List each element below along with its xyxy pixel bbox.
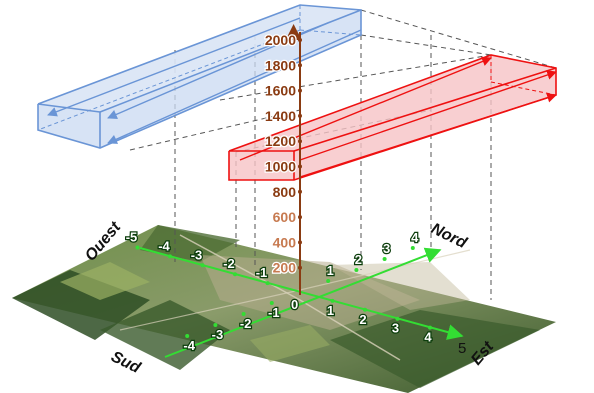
altitude-tick-label: 1200 — [265, 133, 296, 149]
west-east-tick-label: 3 — [392, 321, 399, 336]
altitude-tick-label: 800 — [273, 184, 297, 200]
south-north-tick-mark — [382, 257, 387, 261]
road — [179, 234, 401, 361]
altitude-tick-label: 200 — [273, 260, 297, 276]
south-north-tick-mark — [269, 301, 274, 305]
south-north-tick-label: 4 — [411, 230, 419, 245]
south-north-tick-label: -3 — [212, 327, 224, 342]
west-east-tick-mark — [428, 325, 432, 330]
altitude-tick-label: 1800 — [265, 57, 296, 73]
west-east-tick-label: -1 — [256, 265, 268, 280]
west-east-tick-mark — [330, 298, 335, 303]
altitude-tick-mark — [298, 63, 302, 68]
altitude-axis: 2000 1800 1600 1400 1200 1000 800 600 400 200 0 — [264, 24, 302, 313]
west-east-tick-labels: -5 -4 -3 -2 -1 1 2 3 4 — [124, 228, 433, 346]
west-east-tick-mark — [363, 307, 367, 312]
field-patch — [60, 262, 150, 300]
origin-label: 0 — [291, 297, 298, 312]
west-east-tick-label: -4 — [158, 238, 170, 253]
south-north-tick-mark — [326, 279, 331, 283]
west-east-tick-mark — [135, 245, 140, 250]
west-east-tick-mark — [395, 316, 400, 321]
red-flow-box — [228, 54, 557, 181]
satellite-map — [12, 225, 556, 393]
altitude-tick-mark — [298, 189, 302, 194]
forest-patch — [330, 310, 540, 388]
field-patch — [250, 325, 330, 362]
forest-patch — [140, 225, 240, 262]
west-east-tick-mark — [265, 281, 270, 286]
south-north-tick-labels: -4 -3 -2 -1 1 2 3 4 — [182, 229, 420, 355]
blue-flow-arrow — [107, 29, 362, 144]
south-north-tick-mark — [410, 246, 415, 250]
direction-south-label: Sud — [108, 348, 144, 377]
west-east-tick-label: -3 — [191, 247, 203, 262]
west-east-tick-mark — [200, 263, 205, 268]
altitude-tick-mark — [298, 164, 302, 169]
altitude-tick-labels: 2000 1800 1600 1400 1200 1000 800 600 400 200 — [264, 31, 302, 277]
west-east-tick-label: -5 — [126, 230, 138, 245]
south-north-tick-mark — [213, 323, 218, 327]
south-north-tick-mark — [241, 312, 246, 316]
forest-patch — [100, 300, 230, 370]
altitude-tick-mark — [298, 88, 302, 93]
red-flow-arrow — [299, 70, 557, 161]
altitude-tick-mark — [298, 240, 302, 245]
blue-flow-arrow — [47, 17, 301, 117]
south-north-tick-mark — [185, 334, 190, 338]
south-north-tick-label: 1 — [327, 263, 334, 278]
altitude-tick-label: 2000 — [265, 32, 296, 48]
direction-north-label: Nord — [428, 220, 470, 252]
altitude-tick-label: 1000 — [265, 159, 296, 175]
south-north-tick-label: 2 — [355, 252, 362, 267]
west-east-tick-label: -2 — [223, 256, 235, 271]
altitude-tick-label: 1400 — [265, 108, 296, 124]
altitude-tick-mark — [298, 265, 302, 270]
south-north-tick-label: -4 — [183, 338, 195, 353]
urban-area — [330, 262, 470, 310]
altitude-tick-mark — [298, 113, 302, 118]
south-north-axis — [164, 247, 442, 358]
red-flow-arrow — [239, 56, 492, 161]
altitude-tick-mark — [298, 139, 302, 144]
south-north-tick-label: -1 — [268, 305, 280, 320]
altitude-tick-mark — [298, 38, 302, 42]
south-north-tick-mark — [354, 268, 359, 272]
west-east-tick-label: 4 — [424, 330, 432, 345]
east-axis-end-label: 5 — [458, 340, 466, 357]
south-north-tick-label: -2 — [240, 316, 252, 331]
red-flow-arrow — [299, 93, 557, 178]
west-east-tick-label: 2 — [359, 312, 366, 327]
west-east-tick-mark — [168, 254, 172, 259]
altitude-tick-label: 1600 — [265, 83, 296, 99]
altitude-tick-label: 400 — [273, 234, 297, 250]
west-east-tick-mark — [233, 272, 237, 277]
ground-grid: -5 -4 -3 -2 -1 1 2 3 4 -4 -3 -2 -1 1 2 3 4 5 — [124, 228, 466, 358]
south-north-tick-label: 3 — [383, 241, 390, 256]
west-east-tick-label: 1 — [327, 303, 334, 318]
altitude-tick-mark — [298, 215, 302, 220]
altitude-tick-label: 600 — [273, 209, 297, 225]
